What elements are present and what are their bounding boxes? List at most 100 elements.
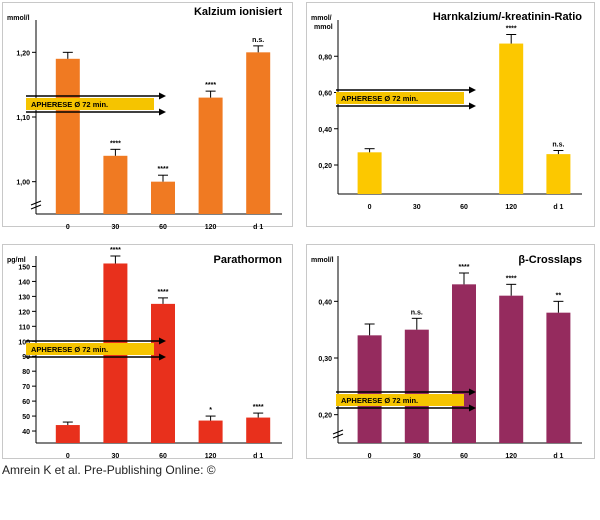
y-tick-label: 50 (22, 414, 30, 421)
x-tick-label: 0 (66, 224, 70, 231)
x-tick-label: 60 (159, 453, 167, 460)
arrow-head (469, 102, 476, 110)
apheresis-label: APHERESE Ø 72 min. (31, 100, 108, 109)
significance-label: **** (253, 404, 264, 411)
chart-title: Harnkalzium/-kreatinin-Ratio (433, 11, 582, 23)
y-axis-label: mmol/l (311, 257, 334, 264)
axis-break-mark (30, 204, 42, 210)
chart-title: Parathormon (214, 254, 283, 266)
bar (151, 303, 175, 443)
y-tick-label: 110 (19, 324, 30, 331)
y-tick-label: 0,20 (318, 413, 332, 420)
caption: Amrein K et al. Pre-Publishing Online: © (2, 463, 216, 477)
significance-label: **** (158, 289, 169, 296)
bar (103, 155, 128, 214)
x-tick-label: 0 (368, 204, 372, 211)
y-tick-label: 40 (22, 429, 30, 436)
arrow-head (159, 92, 166, 100)
y-tick-label: 0,40 (318, 299, 332, 306)
x-tick-label: 30 (112, 453, 120, 460)
y-tick-label: 1,10 (16, 115, 30, 122)
x-tick-label: 120 (505, 204, 517, 211)
significance-label: **** (110, 140, 121, 147)
x-tick-label: d 1 (553, 453, 563, 460)
bar (198, 97, 223, 214)
bar (357, 152, 382, 194)
apheresis-label: APHERESE Ø 72 min. (31, 345, 108, 354)
bar (55, 58, 80, 214)
x-tick-label: 30 (413, 204, 421, 211)
y-axis-label: mmol (314, 24, 333, 31)
x-tick-label: 60 (460, 204, 468, 211)
bar (546, 312, 571, 443)
y-axis-label: pg/ml (7, 257, 26, 264)
significance-label: n.s. (252, 37, 264, 44)
apheresis-band (336, 394, 464, 406)
axis-break-mark (30, 200, 42, 206)
x-tick-label: 60 (159, 224, 167, 231)
x-tick-label: 120 (205, 453, 217, 460)
chart-title: Kalzium ionisiert (194, 6, 282, 18)
significance-label: **** (110, 247, 121, 254)
x-tick-label: 0 (66, 453, 70, 460)
x-tick-label: d 1 (253, 224, 263, 231)
bar (404, 329, 429, 443)
significance-label: **** (459, 264, 470, 271)
significance-label: n.s. (552, 142, 564, 149)
chart-ratio: 0,20 0,40 0,60 0,80 mmol/mmol Harnkalzium/-kr… (306, 2, 595, 227)
bar (452, 284, 476, 443)
arrow-head (469, 404, 476, 412)
y-tick-label: 0,60 (318, 91, 332, 98)
chart-parathormon: 405060708090100110120130140150pg/mlParat… (2, 244, 293, 460)
arrow-head (469, 388, 476, 396)
significance-label: **** (158, 166, 169, 173)
significance-label: n.s. (411, 309, 423, 316)
y-tick-label: 1,20 (16, 50, 30, 57)
bar (357, 335, 382, 443)
x-tick-label: 120 (505, 453, 517, 460)
x-tick-label: d 1 (553, 204, 563, 211)
apheresis-label: APHERESE Ø 72 min. (341, 396, 418, 405)
significance-label: * (209, 407, 212, 414)
significance-label: ** (556, 292, 562, 299)
x-tick-label: 30 (413, 453, 421, 460)
arrow-head (159, 353, 166, 361)
y-axis-label: mmol/ (311, 15, 332, 22)
axis-break-mark (332, 429, 344, 435)
bar (198, 420, 223, 443)
y-tick-label: 1,00 (16, 180, 30, 187)
chart-crosslaps: 0,20 0,30 0,40 mmol/l β-Crosslaps 0 30 n.s. 60 **… (306, 244, 595, 460)
arrow-head (469, 86, 476, 94)
bar (246, 52, 271, 215)
bar (246, 417, 271, 443)
x-tick-label: 120 (205, 224, 217, 231)
bar (499, 43, 524, 194)
x-tick-label: d 1 (253, 453, 263, 460)
significance-label: **** (506, 275, 517, 282)
bar (499, 295, 524, 443)
chart-kalzium: 1,00 1,10 1,20 mmol/l Kalzium ionisiert 0 30 **… (2, 2, 293, 231)
axis-break-mark (332, 433, 344, 439)
y-tick-label: 0,20 (318, 163, 332, 170)
y-tick-label: 0,30 (318, 356, 332, 363)
y-tick-label: 0,40 (318, 127, 332, 134)
significance-label: **** (506, 26, 517, 33)
arrow-head (159, 108, 166, 116)
y-tick-label: 70 (22, 384, 30, 391)
apheresis-band (26, 343, 154, 355)
panel-frame (2, 2, 293, 227)
bar (55, 425, 80, 443)
apheresis-band (26, 98, 154, 110)
y-tick-label: 150 (18, 264, 30, 271)
significance-label: **** (205, 82, 216, 89)
y-axis-label: mmol/l (7, 15, 30, 22)
y-tick-label: 80 (22, 369, 30, 376)
x-tick-label: 0 (368, 453, 372, 460)
bar (151, 181, 175, 214)
y-tick-label: 120 (18, 309, 30, 316)
apheresis-band (336, 92, 464, 104)
y-tick-label: 130 (18, 294, 30, 301)
x-tick-label: 30 (112, 224, 120, 231)
y-tick-label: 0,80 (318, 54, 332, 61)
